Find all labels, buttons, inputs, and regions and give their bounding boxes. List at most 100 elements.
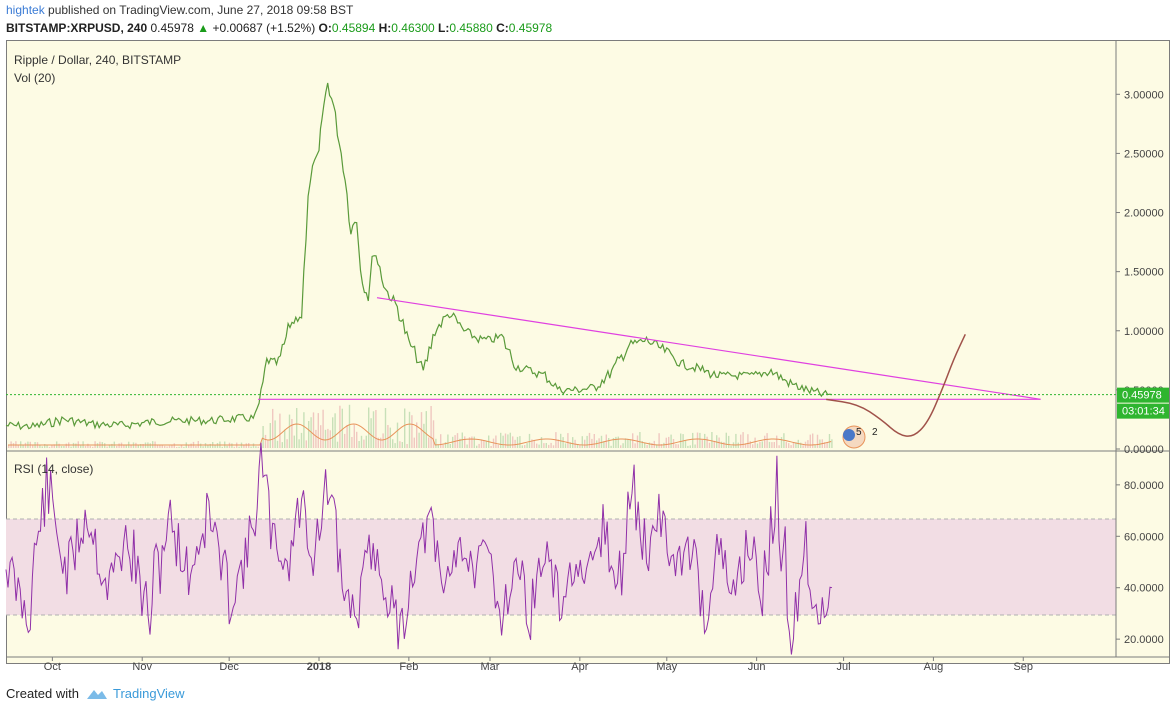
volume-bar — [12, 443, 15, 448]
volume-bar — [785, 441, 787, 448]
volume-bar — [725, 432, 727, 448]
volume-bar — [425, 411, 427, 448]
volume-bar — [795, 442, 797, 448]
volume-bar — [581, 436, 583, 448]
brand-name: TradingView — [112, 686, 185, 701]
economic-events-marker[interactable]: 5 2 — [842, 425, 878, 449]
descending-trendline[interactable] — [376, 297, 1041, 400]
price-tick-label: 1.50000 — [1124, 267, 1164, 279]
volume-bar — [596, 440, 598, 448]
volume-bar — [360, 435, 363, 448]
volume-bar — [812, 433, 814, 448]
volume-label: Vol (20) — [14, 71, 55, 85]
volume-bar — [413, 437, 415, 448]
projection-curve[interactable] — [826, 333, 966, 437]
volume-bar — [164, 445, 166, 448]
volume-bar — [245, 443, 247, 448]
volume-bar — [708, 442, 711, 448]
created-with-text: Created with — [6, 686, 79, 701]
last-value: 0.45978 — [150, 21, 194, 35]
price-series-line — [5, 82, 833, 431]
volume-bar — [87, 443, 89, 448]
volume-bar — [504, 433, 507, 448]
volume-bar — [480, 439, 483, 448]
volume-bar — [238, 446, 240, 448]
volume-bar — [269, 423, 271, 448]
volume-bar — [315, 429, 317, 448]
author-link[interactable]: hightek — [6, 3, 45, 17]
high-label: H: — [378, 21, 392, 35]
volume-bar — [317, 413, 319, 448]
rsi-line — [5, 442, 833, 655]
volume-bar — [377, 437, 379, 448]
volume-bar — [744, 443, 747, 448]
volume-bar — [159, 445, 161, 448]
volume-bar — [490, 446, 492, 448]
price-tick-label: 0.00000 — [1124, 444, 1164, 456]
volume-bar — [677, 444, 679, 448]
rsi-axis[interactable]: 20.0000 40.0000 60.0000 80.0000 — [1116, 480, 1164, 646]
volume-bar — [365, 435, 367, 448]
time-tick-label: May — [656, 661, 677, 673]
volume-bar — [814, 444, 816, 448]
volume-bar — [615, 436, 617, 448]
symbol-legend: BITSTAMP:XRPUSD, 240 0.45978 ▲ +0.00687 … — [6, 21, 552, 35]
volume-bar — [545, 443, 547, 448]
volume-bar — [363, 439, 365, 448]
volume-bar — [627, 438, 629, 448]
volume-bar — [540, 437, 543, 448]
volume-bar — [63, 446, 65, 448]
volume-bar — [720, 441, 723, 448]
time-tick-label: Dec — [219, 661, 239, 673]
low-value: 0.45880 — [449, 21, 493, 35]
volume-bar — [183, 446, 185, 448]
volume-bar — [586, 435, 588, 448]
volume-bar — [689, 445, 691, 448]
time-tick-label: Mar — [481, 661, 500, 673]
volume-bar — [569, 442, 571, 448]
volume-bar — [610, 445, 612, 448]
volume-bar — [380, 437, 382, 448]
volume-bar — [8, 445, 10, 448]
volume-bar — [252, 443, 255, 448]
volume-bar — [617, 436, 619, 448]
volume-bar — [826, 442, 828, 448]
volume-bar — [267, 439, 269, 448]
volume-bar — [651, 443, 653, 448]
volume-bar — [512, 436, 514, 448]
volume-bar — [780, 437, 783, 448]
volume-bar — [612, 438, 615, 448]
volume-bar — [353, 424, 355, 448]
volume-bar — [548, 444, 550, 448]
volume-bar — [670, 434, 672, 448]
volume-bar — [204, 443, 207, 448]
time-axis[interactable]: Oct Nov Dec 2018 Feb Mar Apr May Jun Jul Aug Sep — [44, 657, 1033, 673]
volume-bar — [92, 446, 94, 448]
volume-bar — [447, 434, 449, 448]
price-axis[interactable]: 0.000000.500001.000001.500002.000002.500… — [1116, 89, 1164, 456]
price-tick-label: 1.00000 — [1124, 326, 1164, 338]
volume-bar — [680, 433, 682, 448]
volume-bar — [406, 444, 408, 448]
open-value: 0.45894 — [331, 21, 376, 35]
volume-bar — [58, 443, 60, 448]
rsi-tick-label: 40.0000 — [1124, 583, 1164, 595]
volume-bar — [519, 436, 521, 448]
volume-bar — [60, 446, 63, 448]
volume-bar — [435, 438, 437, 448]
volume-bar — [123, 445, 125, 448]
volume-bar — [497, 444, 499, 448]
footer: Created with TradingView — [6, 686, 185, 701]
time-tick-label: Feb — [399, 661, 418, 673]
volume-bar — [639, 432, 641, 448]
volume-bar — [768, 441, 771, 448]
tradingview-link[interactable]: TradingView — [85, 686, 185, 701]
volume-bar — [296, 408, 298, 448]
volume-bar — [723, 442, 725, 448]
volume-bar — [308, 421, 310, 448]
volume-bar — [764, 435, 766, 448]
high-value: 0.46300 — [391, 21, 435, 35]
volume-bar — [588, 432, 591, 448]
volume-bar — [399, 441, 401, 448]
